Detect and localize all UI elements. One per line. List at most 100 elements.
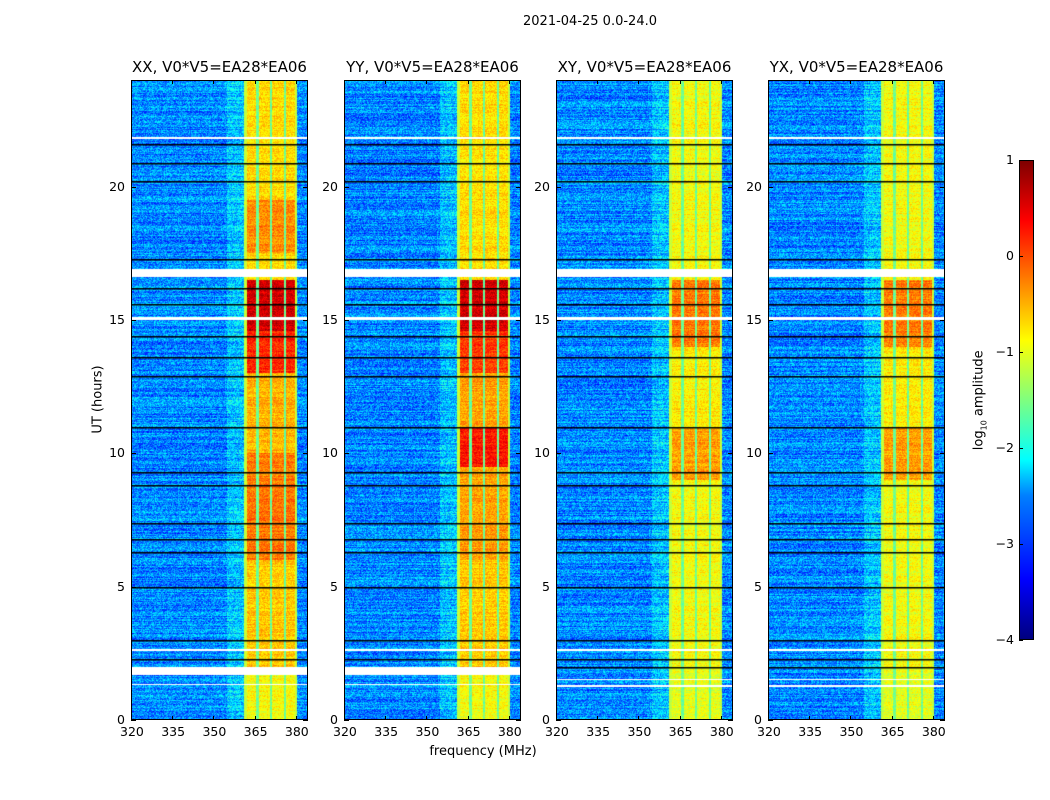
colorbar-tick-label: −3 [995,536,1014,551]
y-tick-mark [728,720,733,721]
y-tick-mark [728,453,733,455]
y-tick-mark [556,720,561,721]
waterfall-heatmap [344,80,521,720]
panel-title: XX, V0*V5=EA28*EA06 [132,58,307,76]
x-tick-label: 320 [757,724,781,739]
y-tick-label: 10 [109,445,125,461]
x-tick-mark [213,716,215,720]
y-tick-label: 20 [534,178,550,194]
colorbar-tick-mark [1019,160,1023,161]
x-tick-label: 365 [456,724,481,739]
y-tick-label: 5 [754,578,762,594]
x-tick-mark [385,80,387,84]
y-tick-mark [344,320,349,321]
x-tick-mark [850,716,852,720]
colorbar-tick-label: −4 [995,632,1014,647]
panel-xx: XX, V0*V5=EA28*EA06 320 335 350 365 380 0 5 10 1… [109,58,309,739]
colorbar-tick-label: −2 [995,440,1014,455]
y-tick-label: 5 [542,578,550,594]
y-tick-label: 0 [542,712,550,727]
x-tick-label: 365 [880,724,905,739]
y-tick-mark [940,586,945,588]
x-tick-label: 320 [333,724,357,739]
y-tick-mark [344,186,349,188]
x-tick-mark [891,716,893,720]
x-tick-mark [850,80,852,84]
y-tick-label: 20 [746,178,762,194]
x-tick-mark [254,80,256,84]
y-tick-mark [556,186,561,188]
y-tick-mark [516,586,521,588]
x-tick-mark [344,80,345,84]
y-tick-mark [516,720,521,721]
x-tick-label: 320 [120,724,144,739]
x-tick-mark [172,80,174,84]
panel-title: YX, V0*V5=EA28*EA06 [769,58,944,76]
x-tick-mark [467,80,469,84]
x-tick-mark [720,80,722,84]
y-tick-mark [131,720,136,721]
x-tick-label: 335 [798,724,823,739]
x-tick-mark [508,80,510,84]
x-tick-mark [720,716,722,720]
y-tick-mark [303,320,308,321]
y-tick-mark [728,320,733,321]
y-tick-mark [131,186,136,188]
x-tick-label: 365 [243,724,268,739]
y-tick-mark [768,453,773,455]
panel-yy: YY, V0*V5=EA28*EA06 320 335 350 365 380 0 5 10 1… [322,58,522,739]
y-tick-label: 20 [322,178,338,194]
colorbar-tick-label: 1 [1006,152,1014,167]
x-tick-mark [638,716,640,720]
x-tick-label: 380 [709,724,734,739]
colorbar-tick-label: −1 [995,344,1014,359]
y-tick-mark [516,453,521,455]
y-tick-label: 15 [534,312,550,327]
y-tick-label: 0 [117,712,125,727]
x-tick-mark [638,80,640,84]
x-tick-mark [254,716,256,720]
y-tick-mark [556,453,561,455]
colorbar [1019,160,1034,640]
y-tick-mark [303,720,308,721]
x-tick-mark [768,716,769,720]
y-tick-mark [768,320,773,321]
x-tick-mark [809,80,811,84]
y-axis-label: UT (hours) [90,365,106,434]
y-tick-mark [131,453,136,455]
y-tick-label: 5 [117,578,125,594]
panel-title: YY, V0*V5=EA28*EA06 [346,58,519,76]
x-tick-mark [131,716,132,720]
y-tick-mark [516,186,521,188]
y-tick-mark [768,586,773,588]
y-tick-mark [303,453,308,455]
y-tick-mark [728,586,733,588]
y-tick-mark [940,453,945,455]
y-tick-mark [768,186,773,188]
x-tick-mark [809,716,811,720]
x-tick-mark [295,80,297,84]
colorbar-tick-mark [1019,640,1023,641]
y-tick-mark [940,320,945,321]
x-tick-label: 380 [284,724,309,739]
x-tick-mark [131,80,132,84]
y-tick-label: 0 [330,712,338,727]
x-tick-label: 350 [627,724,652,739]
y-tick-label: 15 [322,312,338,327]
y-tick-label: 15 [746,312,762,327]
x-tick-mark [556,716,557,720]
x-tick-mark [295,716,297,720]
y-tick-mark [344,453,349,455]
colorbar-label: log10 amplitude [971,350,989,451]
y-tick-mark [728,186,733,188]
x-tick-mark [426,716,428,720]
x-tick-mark [891,80,893,84]
colorbar-tick-label: 0 [1006,248,1014,263]
y-tick-mark [303,586,308,588]
waterfall-heatmap [768,80,945,720]
x-tick-mark [932,80,934,84]
colorbar-tick-mark [1019,544,1023,545]
x-tick-label: 350 [839,724,864,739]
x-tick-mark [679,716,681,720]
y-tick-label: 5 [330,578,338,594]
